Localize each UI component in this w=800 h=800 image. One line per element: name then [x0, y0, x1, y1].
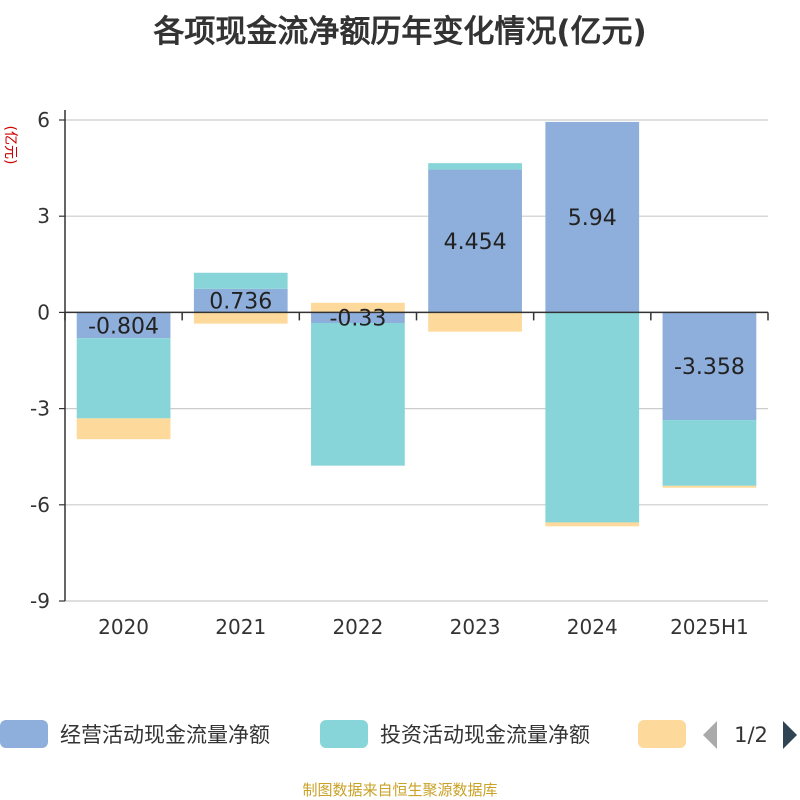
bar-segment	[662, 312, 757, 421]
bar-segment	[662, 485, 757, 488]
bar-segment	[545, 312, 640, 523]
bar-segment	[76, 312, 171, 339]
bar-segment	[311, 302, 405, 313]
bar-segment	[545, 522, 640, 527]
bar-segment	[193, 312, 288, 324]
bar-segment	[76, 418, 171, 440]
chart-title: 各项现金流净额历年变化情况(亿元)	[153, 14, 647, 50]
y-tick-label: -9	[30, 589, 50, 613]
data-label: 5.94	[568, 206, 617, 231]
bar-segment	[311, 322, 405, 466]
legend-swatch	[0, 720, 48, 748]
legend-page-indicator: 1/2	[734, 723, 768, 747]
legend-label: 投资活动现金流量净额	[380, 723, 590, 747]
legend-pager: 1/2	[703, 721, 797, 749]
bar-segment	[662, 420, 757, 486]
data-label: -0.33	[329, 307, 386, 332]
data-label: -0.804	[88, 314, 159, 339]
y-tick-label: 3	[37, 204, 50, 228]
chevron-right-icon[interactable]	[783, 721, 797, 749]
data-label: 0.736	[209, 290, 272, 315]
x-tick-label: 2022	[332, 615, 383, 639]
y-tick-label: 0	[37, 300, 50, 324]
legend-item[interactable]: 投资活动现金流量净额	[320, 720, 590, 748]
bar-segment	[311, 312, 405, 323]
chevron-left-icon[interactable]	[703, 721, 717, 749]
axes: 6 3 0 -3 -6 -9 (亿元) 2020 2021 2022 2023 2024 2025H1	[2, 108, 769, 639]
bar-segment	[193, 288, 288, 313]
source-note: 制图数据来自恒生聚源数据库	[302, 781, 498, 799]
legend-label: 经营活动现金流量净额	[60, 723, 270, 747]
y-tick-label: 6	[37, 108, 50, 132]
legend-item[interactable]	[638, 720, 686, 748]
bar-segment	[428, 312, 522, 332]
data-labels: -0.804 0.736 -0.33 4.454 5.94 -3.358	[88, 206, 745, 380]
bar-segment	[76, 338, 171, 419]
bar-segment	[428, 169, 522, 313]
legend-item[interactable]: 经营活动现金流量净额	[0, 720, 270, 748]
bars	[76, 121, 757, 527]
y-tick-label: -3	[30, 397, 50, 421]
x-tick-label: 2025H1	[670, 615, 749, 639]
legend: 经营活动现金流量净额 投资活动现金流量净额	[0, 720, 686, 748]
legend-swatch	[638, 720, 686, 748]
x-tick-label: 2024	[567, 615, 618, 639]
y-tick-label: -6	[30, 493, 50, 517]
x-tick-label: 2021	[215, 615, 266, 639]
x-tick-label: 2020	[98, 615, 149, 639]
y-axis-label: (亿元)	[2, 126, 18, 165]
legend-swatch	[320, 720, 368, 748]
bar-segment	[193, 272, 288, 289]
x-tick-label: 2023	[450, 615, 501, 639]
bar-segment	[428, 163, 522, 170]
data-label: 4.454	[444, 230, 507, 255]
bar-segment	[545, 121, 640, 313]
data-label: -3.358	[674, 355, 745, 380]
